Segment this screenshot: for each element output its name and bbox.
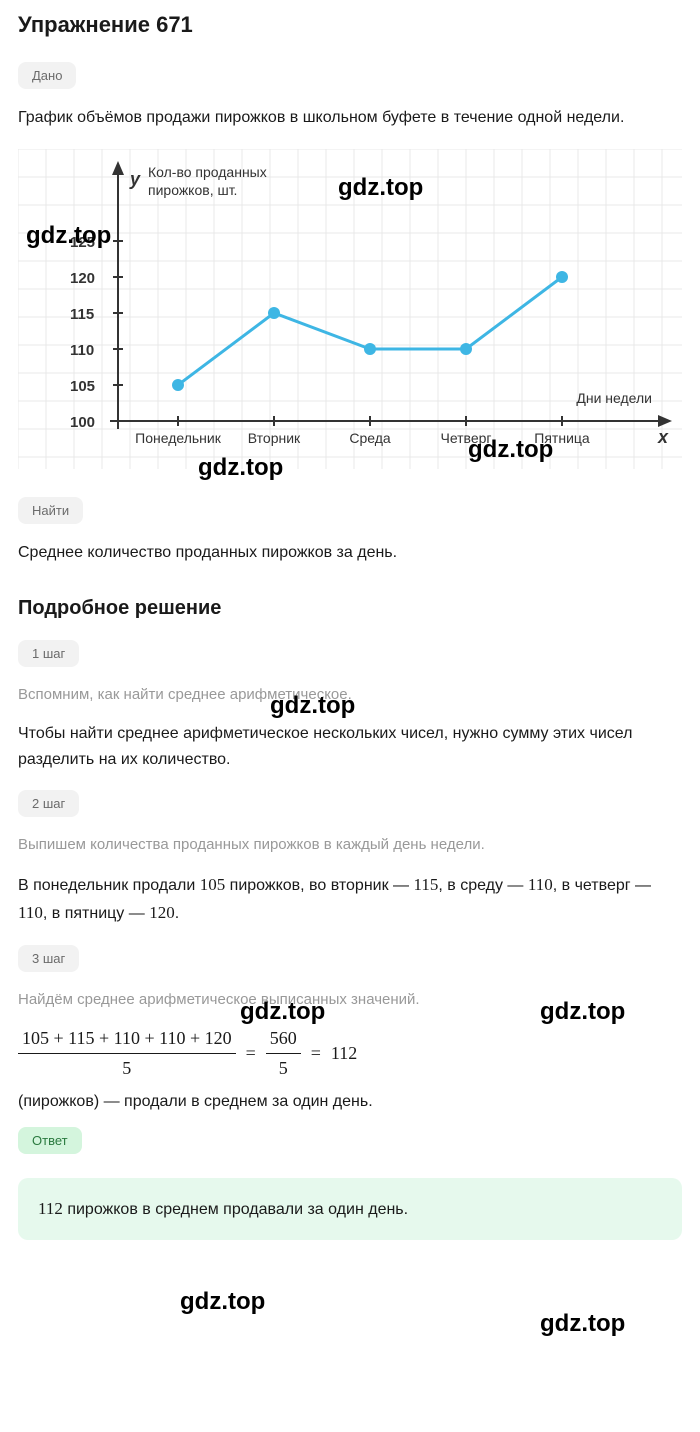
denominator: 5 xyxy=(275,1054,292,1081)
given-text: График объёмов продажи пирожков в школьн… xyxy=(18,105,682,131)
result: 112 xyxy=(331,1041,357,1066)
solution-heading: Подробное решение xyxy=(18,597,682,620)
step-muted: Выпишем количества проданных пирожков в … xyxy=(18,833,682,857)
equals: = xyxy=(311,1041,321,1066)
page-title: Упражнение 671 xyxy=(18,12,682,38)
text-part: . xyxy=(175,905,179,922)
svg-text:y: y xyxy=(129,169,141,189)
step-1: 1 шаг Вспомним, как найти среднее арифме… xyxy=(18,640,682,772)
chart-wrapper: y Кол-во проданных пирожков, шт. x Дни недел… xyxy=(18,149,682,469)
page-container: Упражнение 671 Дано График объёмов прода… xyxy=(0,0,700,1252)
svg-text:120: 120 xyxy=(70,270,95,287)
text-part: , в среду — xyxy=(438,877,528,894)
text-part: В понедельник продали xyxy=(18,877,200,894)
step-badge: 2 шаг xyxy=(18,790,79,817)
value: 115 xyxy=(413,875,438,894)
find-text: Среднее количество проданных пирожков за… xyxy=(18,540,682,566)
fraction: 560 5 xyxy=(266,1026,301,1081)
svg-text:Дни недели: Дни недели xyxy=(576,390,652,406)
numerator: 105 + 115 + 110 + 110 + 120 xyxy=(18,1026,236,1054)
formula: 105 + 115 + 110 + 110 + 120 5 = 560 5 = … xyxy=(18,1026,682,1114)
fraction: 105 + 115 + 110 + 110 + 120 5 xyxy=(18,1026,236,1081)
svg-text:Среда: Среда xyxy=(349,430,391,446)
value: 120 xyxy=(149,903,175,922)
svg-text:Кол-во проданных: Кол-во проданных xyxy=(148,164,267,180)
svg-text:105: 105 xyxy=(70,378,95,395)
svg-text:115: 115 xyxy=(70,306,94,323)
step-muted: Найдём среднее арифметическое выписанных… xyxy=(18,988,682,1012)
text-part: пирожков, во вторник — xyxy=(225,877,413,894)
answer-tail: пирожков в среднем продавали за один ден… xyxy=(63,1201,408,1218)
numerator: 560 xyxy=(266,1026,301,1054)
step-text: В понедельник продали 105 пирожков, во в… xyxy=(18,871,682,926)
text-part: , в пятницу — xyxy=(43,905,149,922)
denominator: 5 xyxy=(118,1054,135,1081)
value: 110 xyxy=(528,875,553,894)
svg-text:Пятница: Пятница xyxy=(534,430,590,446)
svg-text:x: x xyxy=(657,427,669,447)
svg-text:110: 110 xyxy=(70,342,94,359)
watermark: gdz.top xyxy=(180,1288,265,1316)
svg-text:100: 100 xyxy=(70,414,95,431)
svg-text:125: 125 xyxy=(70,234,95,251)
value: 105 xyxy=(200,875,226,894)
step-badge: 3 шаг xyxy=(18,945,79,972)
answer-section: Ответ 112 пирожков в среднем продавали з… xyxy=(18,1127,682,1240)
step-muted: Вспомним, как найти среднее арифметическ… xyxy=(18,683,682,707)
svg-text:Понедельник: Понедельник xyxy=(135,430,222,446)
svg-text:пирожков, шт.: пирожков, шт. xyxy=(148,182,237,198)
given-section: Дано График объёмов продажи пирожков в ш… xyxy=(18,62,682,131)
step-2: 2 шаг Выпишем количества проданных пирож… xyxy=(18,790,682,926)
svg-text:Вторник: Вторник xyxy=(248,430,301,446)
find-section: Найти Среднее количество проданных пирож… xyxy=(18,497,682,566)
line-chart: y Кол-во проданных пирожков, шт. x Дни недел… xyxy=(18,149,682,469)
svg-text:Четверг: Четверг xyxy=(440,430,491,446)
formula-tail: (пирожков) — продали в среднем за один д… xyxy=(18,1091,373,1113)
find-badge: Найти xyxy=(18,497,83,524)
text-part: , в четверг — xyxy=(553,877,651,894)
equals: = xyxy=(246,1041,256,1066)
step-text: Чтобы найти среднее арифметическое неско… xyxy=(18,721,682,772)
watermark: gdz.top xyxy=(540,1310,625,1338)
answer-box: 112 пирожков в среднем продавали за один… xyxy=(18,1178,682,1240)
answer-badge: Ответ xyxy=(18,1127,82,1154)
answer-value: 112 xyxy=(38,1199,63,1218)
step-3: 3 шаг Найдём среднее арифметическое выпи… xyxy=(18,945,682,1114)
step-badge: 1 шаг xyxy=(18,640,79,667)
given-badge: Дано xyxy=(18,62,76,89)
value: 110 xyxy=(18,903,43,922)
